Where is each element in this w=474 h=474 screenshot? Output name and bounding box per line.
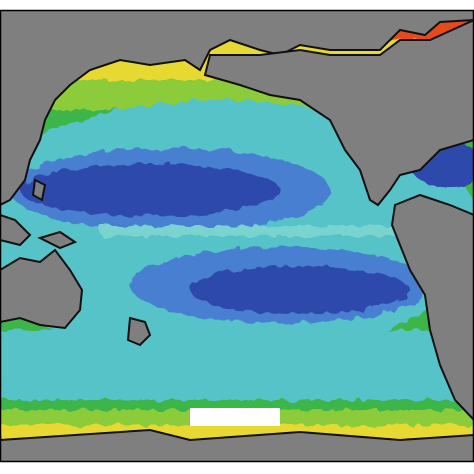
asia-north-landmass: [0, 10, 474, 207]
south-america: [390, 193, 474, 422]
philippines: [31, 178, 47, 202]
indonesia: [0, 213, 32, 247]
equator-band: [100, 226, 400, 236]
map-body: [0, 10, 474, 462]
sea-ice: [190, 408, 280, 426]
antarctica: [0, 428, 474, 462]
ocean-cyan-south: [0, 330, 474, 400]
new-zealand: [126, 316, 152, 347]
australia: [0, 248, 84, 330]
ocean-deepblue-south: [190, 266, 410, 314]
land: [0, 10, 474, 462]
north-america: [203, 18, 474, 207]
new-guinea: [37, 230, 78, 250]
ocean-deepblue-north: [20, 164, 280, 216]
